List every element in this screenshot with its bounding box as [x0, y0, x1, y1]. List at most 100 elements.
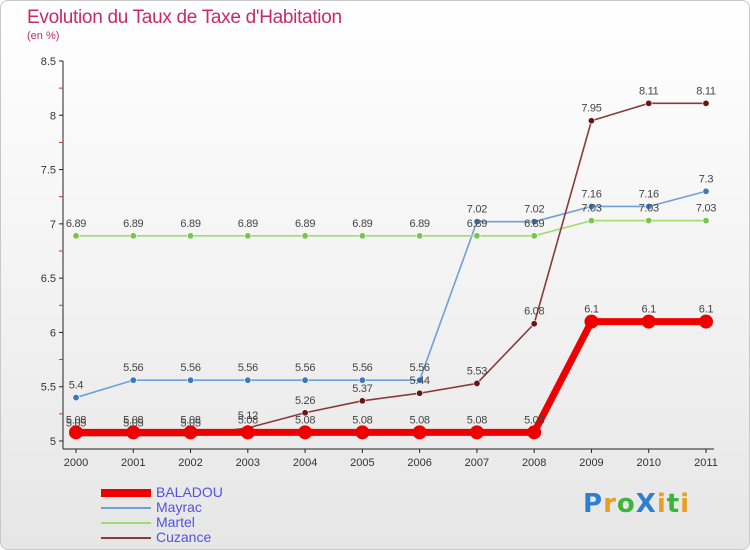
data-point-mayrac — [244, 376, 252, 384]
x-tick-label: 2004 — [293, 457, 317, 469]
data-point-baladou — [527, 425, 542, 440]
data-point-mayrac — [587, 202, 595, 210]
data-label-baladou: 5.08 — [123, 414, 143, 426]
data-label-martel: 6.89 — [66, 218, 86, 230]
data-label-cuzance: 5.05 — [180, 418, 200, 430]
data-point-cuzance — [473, 379, 481, 387]
data-point-martel — [702, 217, 710, 225]
data-point-martel — [187, 232, 195, 240]
x-tick-label: 2000 — [64, 457, 88, 469]
data-label-mayrac: 5.56 — [180, 362, 200, 374]
legend-item-cuzance: Cuzance — [101, 529, 301, 545]
data-point-baladou — [240, 425, 255, 440]
x-tick-label: 2006 — [407, 457, 431, 469]
data-point-martel — [358, 232, 366, 240]
data-point-martel — [244, 232, 252, 240]
legend-swatch — [101, 537, 151, 539]
data-label-mayrac: 7.16 — [581, 188, 601, 200]
logo-letter: o — [616, 489, 636, 519]
logo-letter: i — [680, 489, 691, 519]
legend-label: Cuzance — [156, 529, 212, 545]
data-point-cuzance — [530, 320, 538, 328]
data-label-martel: 6.89 — [238, 218, 258, 230]
data-label-cuzance: 5.26 — [295, 395, 315, 407]
data-label-cuzance: 6.08 — [524, 306, 544, 318]
data-point-martel — [473, 232, 481, 240]
data-point-baladou — [69, 425, 83, 440]
logo-letter: X — [635, 489, 657, 519]
data-label-mayrac: 5.56 — [238, 362, 258, 374]
data-label-mayrac: 7.3 — [699, 173, 714, 185]
data-point-cuzance — [358, 397, 366, 405]
data-label-cuzance: 8.11 — [696, 85, 716, 97]
series-line-mayrac — [75, 190, 707, 399]
data-label-mayrac: 7.02 — [467, 204, 487, 216]
x-tick-label: 2011 — [694, 457, 718, 469]
data-label-mayrac: 5.56 — [352, 362, 372, 374]
y-tick-label: 7 — [50, 219, 56, 231]
x-tick-label: 2007 — [465, 457, 489, 469]
x-tick-label: 2005 — [350, 457, 374, 469]
series-line-cuzance — [76, 102, 706, 437]
x-tick-label: 2010 — [636, 457, 660, 469]
data-label-mayrac: 5.56 — [123, 362, 143, 374]
data-label-martel: 6.89 — [180, 218, 200, 230]
y-tick-label: 6 — [50, 327, 56, 339]
y-tick-label: 5 — [50, 436, 56, 448]
data-point-martel — [416, 232, 424, 240]
logo-letter: i — [656, 489, 667, 519]
y-tick-label: 7.5 — [41, 165, 56, 177]
legend-item-baladou: BALADOU — [101, 484, 301, 500]
chart-subtitle: (en %) — [27, 30, 60, 42]
y-tick-label: 6.5 — [41, 273, 56, 285]
data-point-mayrac — [416, 376, 424, 384]
data-label-cuzance: 5.12 — [238, 410, 258, 422]
series-line-martel — [76, 219, 706, 237]
logo-letter: r — [603, 489, 617, 519]
y-tick-label: 5.5 — [41, 382, 56, 394]
data-point-martel — [645, 217, 653, 225]
data-point-baladou — [126, 425, 141, 440]
x-tick-label: 2008 — [522, 457, 546, 469]
data-label-cuzance: 5.05 — [123, 418, 143, 430]
x-tick-label: 2003 — [236, 457, 260, 469]
data-label-martel: 7.03 — [696, 203, 716, 215]
data-label-martel: 7.03 — [581, 203, 601, 215]
data-label-martel: 6.89 — [467, 218, 487, 230]
data-point-mayrac — [645, 202, 653, 210]
data-label-cuzance: 5.05 — [66, 418, 86, 430]
legend-label: Martel — [156, 514, 195, 530]
data-label-baladou: 6.1 — [642, 304, 657, 316]
logo-letter: t — [666, 489, 681, 519]
data-label-martel: 6.89 — [295, 218, 315, 230]
legend-swatch — [101, 507, 151, 509]
data-label-martel: 7.03 — [639, 203, 659, 215]
data-point-martel — [129, 232, 137, 240]
x-tick-label: 2001 — [121, 457, 145, 469]
data-label-cuzance: 5.44 — [410, 375, 430, 387]
data-label-cuzance: 5.37 — [352, 383, 372, 395]
legend-swatch — [101, 522, 151, 524]
data-label-martel: 6.89 — [123, 218, 143, 230]
data-point-mayrac — [530, 218, 538, 226]
logo-letter: P — [583, 489, 604, 519]
data-point-baladou — [355, 425, 370, 440]
data-point-cuzance — [702, 99, 710, 107]
data-label-baladou: 5.08 — [295, 414, 315, 426]
data-point-mayrac — [129, 376, 137, 384]
data-point-martel — [72, 232, 80, 240]
data-point-cuzance — [301, 409, 309, 417]
data-label-baladou: 5.08 — [410, 414, 430, 426]
legend-label: BALADOU — [156, 484, 223, 500]
data-point-baladou — [699, 314, 713, 329]
data-point-mayrac — [72, 394, 80, 402]
data-label-baladou: 5.08 — [180, 414, 200, 426]
data-label-mayrac: 7.16 — [639, 188, 659, 200]
data-point-mayrac — [702, 187, 710, 195]
chart-title: Evolution du Taux de Taxe d'Habitation — [27, 7, 342, 28]
data-point-baladou — [183, 425, 198, 440]
data-point-baladou — [641, 314, 656, 329]
data-label-baladou: 5.08 — [524, 414, 544, 426]
